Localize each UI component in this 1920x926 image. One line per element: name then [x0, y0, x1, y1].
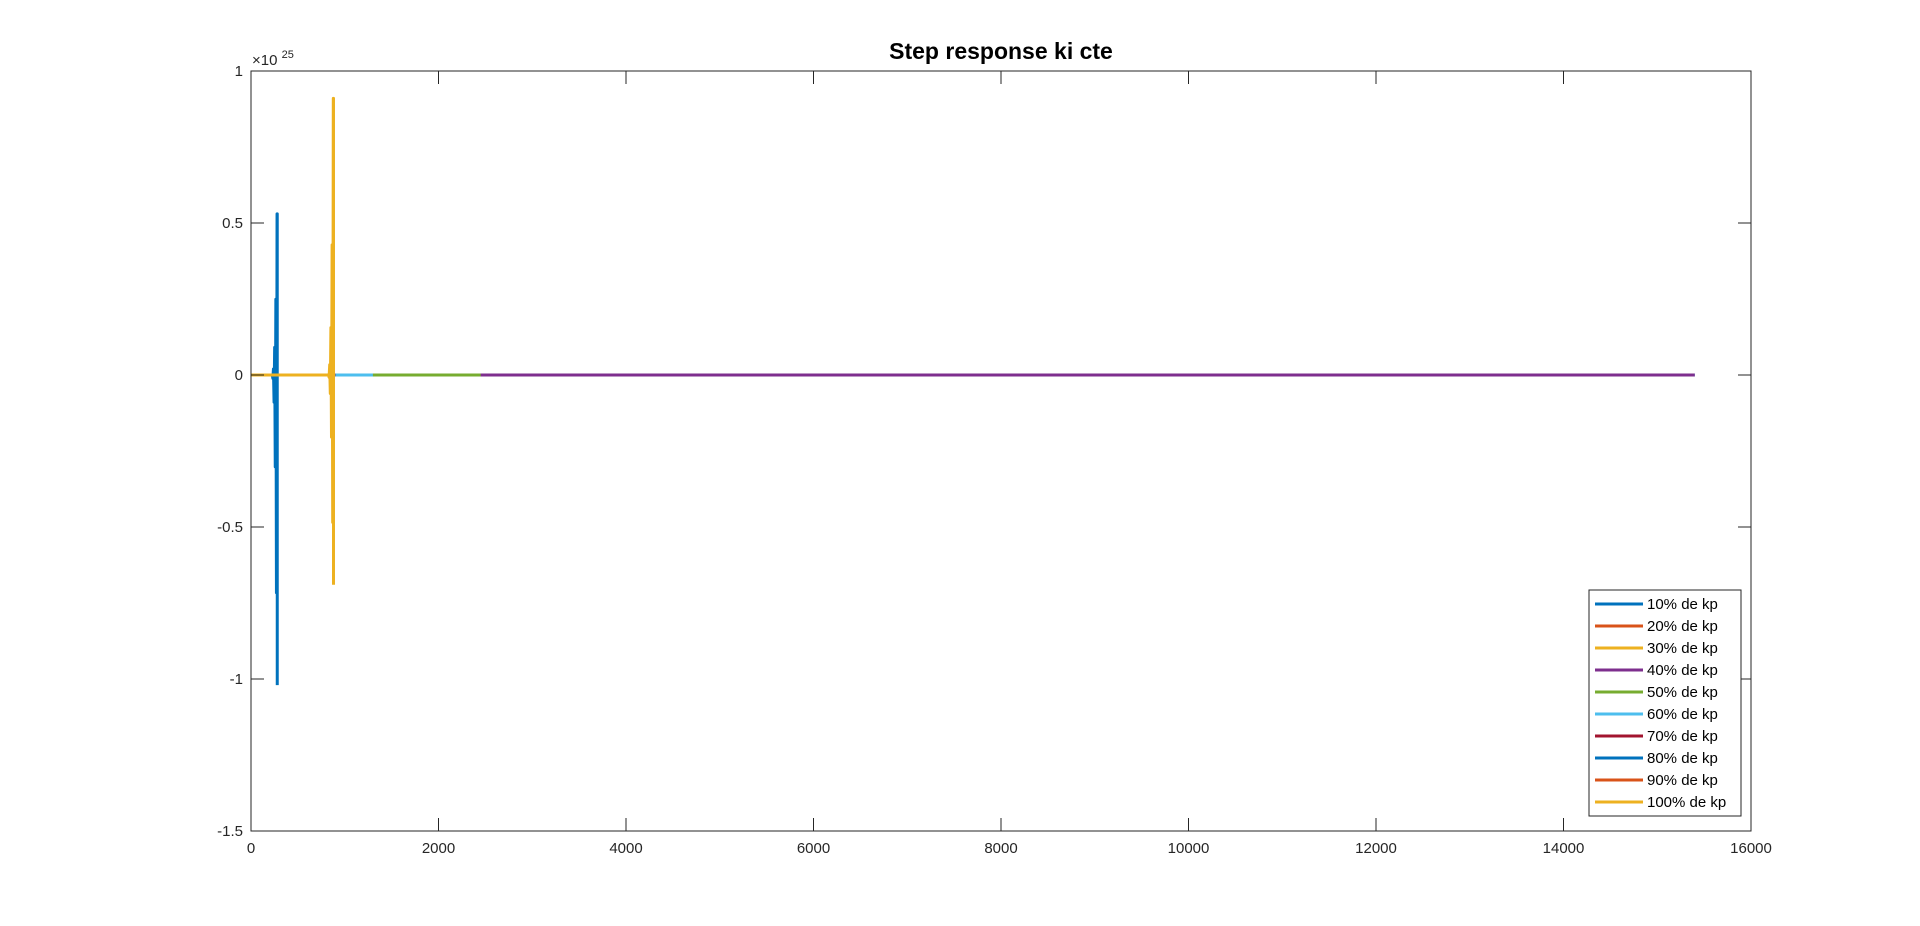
legend-label: 70% de kp [1647, 728, 1718, 745]
legend: 10% de kp 20% de kp 30% de kp 40% de kp 50% … [1588, 589, 1742, 817]
ticks-layer: 0 2000 4000 6000 8000 10000 12000 14000 16000 -1.… [217, 63, 1772, 857]
legend-label: 40% de kp [1647, 662, 1718, 679]
axes-layer [251, 71, 1751, 831]
x-tick-label: 8000 [984, 840, 1017, 857]
legend-label: 60% de kp [1647, 706, 1718, 723]
legend-label: 50% de kp [1647, 684, 1718, 701]
x-tick-label: 4000 [609, 840, 642, 857]
y-tick-label: -1.5 [217, 823, 243, 840]
y-exponent-value: 25 [282, 49, 294, 61]
y-tick-label: 0 [235, 367, 243, 384]
legend-label: 80% de kp [1647, 750, 1718, 767]
y-tick-label: 0.5 [222, 215, 243, 232]
x-tick-label: 16000 [1730, 840, 1772, 857]
y-tick-label: 1 [235, 63, 243, 80]
y-tick-label: -0.5 [217, 519, 243, 536]
legend-label: 20% de kp [1647, 618, 1718, 635]
x-tick-label: 10000 [1168, 840, 1210, 857]
plot-area [251, 71, 1751, 831]
series-line-10 [251, 96, 335, 585]
y-tick-label: -1 [230, 671, 243, 688]
legend-label: 90% de kp [1647, 772, 1718, 789]
x-tick-label: 6000 [797, 840, 830, 857]
y-exponent-label: ×10 25 [252, 49, 294, 69]
svg-text:×10 25: ×10 25 [252, 49, 294, 69]
x-tick-label: 14000 [1543, 840, 1585, 857]
legend-box [1588, 589, 1742, 817]
chart-title: Step response ki cte [889, 38, 1113, 64]
legend-label: 10% de kp [1647, 596, 1718, 613]
legend-label: 30% de kp [1647, 640, 1718, 657]
x-tick-label: 12000 [1355, 840, 1397, 857]
x-tick-label: 0 [247, 840, 255, 857]
legend-label: 100% de kp [1647, 794, 1726, 811]
x-tick-label: 2000 [422, 840, 455, 857]
series-layer [251, 96, 1695, 686]
y-exponent-base: ×10 [252, 52, 277, 69]
